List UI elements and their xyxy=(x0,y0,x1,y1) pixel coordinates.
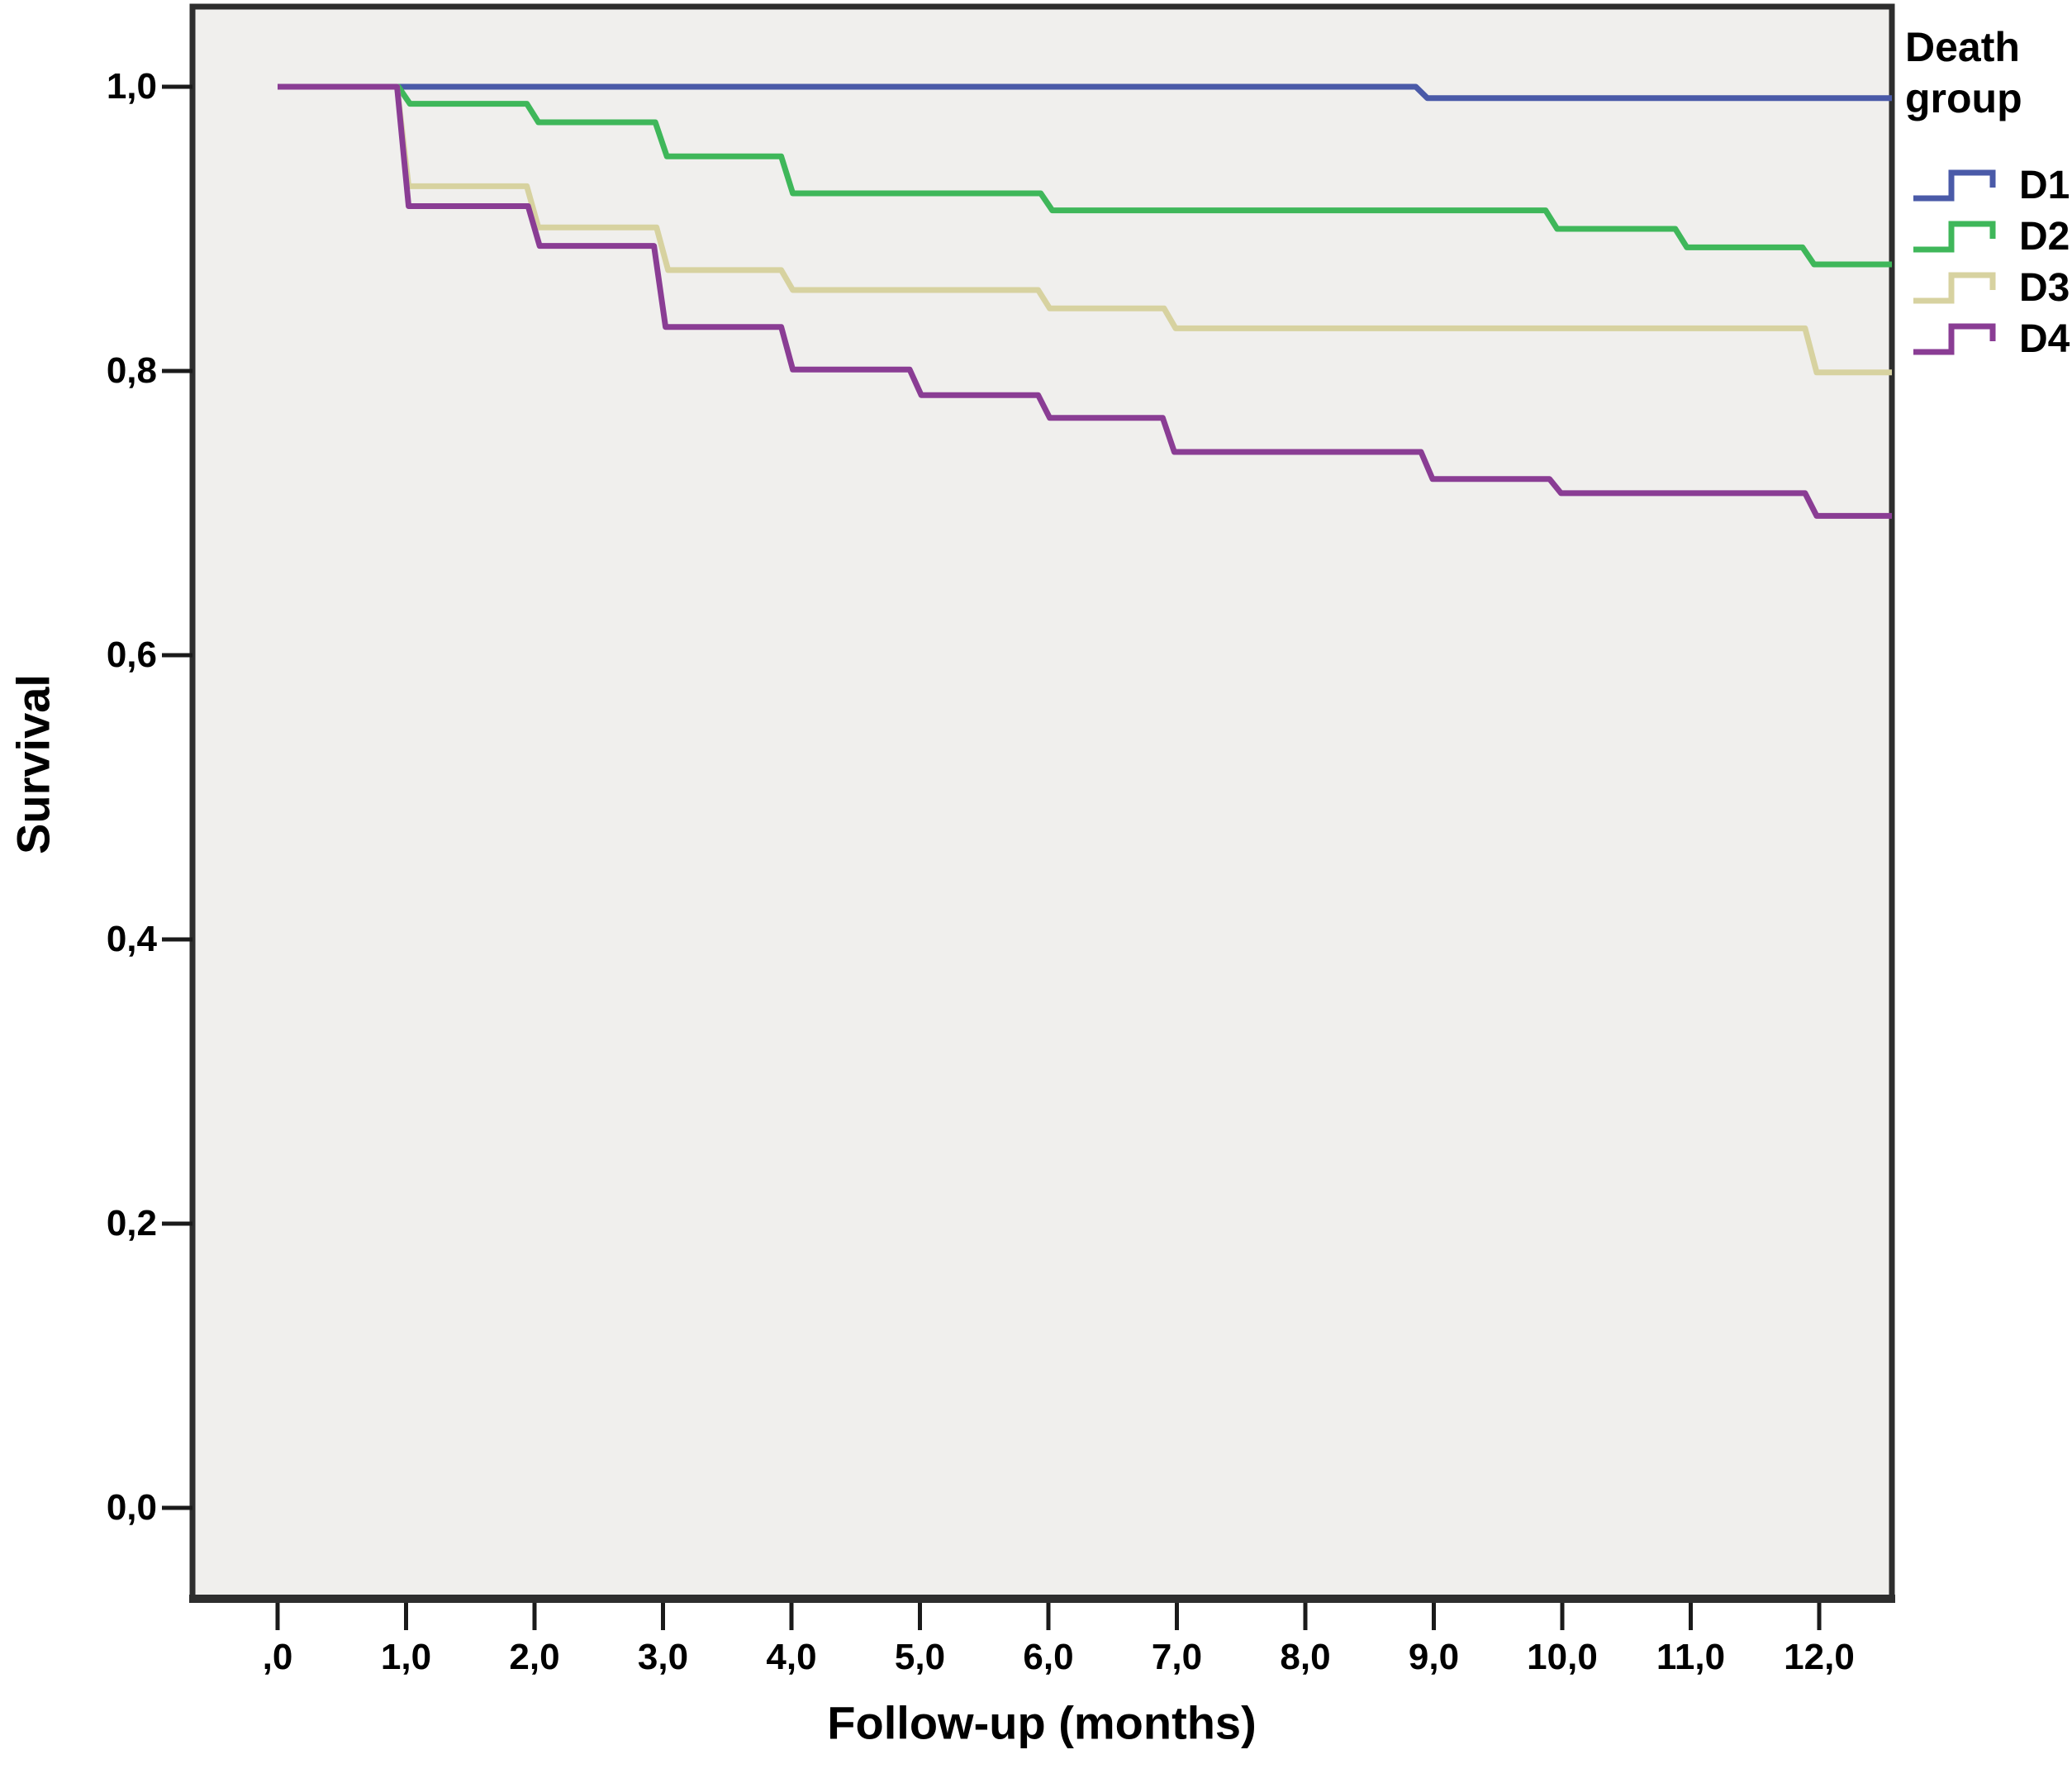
curve-D2 xyxy=(278,83,1892,268)
y-tick-label: 0,4 xyxy=(106,919,157,959)
legend-item-d1: D1 xyxy=(1910,162,2070,208)
legend-title: Death group xyxy=(1905,24,2022,121)
legend-label-d3: D3 xyxy=(2019,265,2070,310)
x-tick-label: 12,0 xyxy=(1784,1637,1855,1677)
x-tick-label: 5,0 xyxy=(894,1637,946,1677)
x-tick-label: 11,0 xyxy=(1656,1637,1726,1677)
plot-area xyxy=(189,3,1895,1602)
x-tick-label: 6,0 xyxy=(1023,1637,1074,1677)
curve-D1 xyxy=(278,83,1892,102)
D4-marker-line xyxy=(1913,323,1996,355)
survival-curves xyxy=(278,83,1892,519)
legend-item-d2: D2 xyxy=(1910,213,2070,259)
d1-line-marker xyxy=(1913,169,1996,202)
curve-D3 xyxy=(278,83,1892,376)
d2-line-marker xyxy=(1913,221,1996,253)
x-tick-label: 7,0 xyxy=(1151,1637,1203,1677)
x-tick-label: 9,0 xyxy=(1408,1637,1460,1677)
legend-item-d4: D4 xyxy=(1910,316,2070,362)
y-tick-label: 1,0 xyxy=(106,66,157,107)
legend-label-d1: D1 xyxy=(2019,163,2070,207)
x-tick-label: 8,0 xyxy=(1280,1637,1331,1677)
d4-line-marker xyxy=(1913,323,1996,355)
y-tick-label: 0,2 xyxy=(106,1203,157,1243)
legend-label-d4: D4 xyxy=(2019,316,2070,361)
axis-ticks xyxy=(162,84,1822,1630)
D2-marker-line xyxy=(1913,221,1996,253)
x-tick-label: 3,0 xyxy=(637,1637,689,1677)
D1-marker-line xyxy=(1913,169,1996,202)
y-tick-label: 0,0 xyxy=(106,1487,157,1528)
x-tick-label: 1,0 xyxy=(380,1637,432,1677)
y-tick-label: 0,6 xyxy=(106,635,157,675)
D3-marker-line xyxy=(1913,272,1996,304)
x-tick-label: ,0 xyxy=(262,1637,293,1677)
x-tick-label: 10,0 xyxy=(1527,1637,1598,1677)
d3-line-marker xyxy=(1913,272,1996,304)
legend-label-d2: D2 xyxy=(2019,214,2070,259)
curve-D4 xyxy=(278,83,1892,519)
y-axis-title: Survival xyxy=(7,674,59,854)
legend: Death group D1 D2 D3 D4 xyxy=(1905,21,2070,361)
legend-item-d3: D3 xyxy=(1910,264,2070,311)
x-axis-title: Follow-up (months) xyxy=(827,1696,1257,1749)
x-tick-label: 2,0 xyxy=(509,1637,560,1677)
x-tick-label: 4,0 xyxy=(766,1637,817,1677)
y-tick-label: 0,8 xyxy=(106,350,157,391)
